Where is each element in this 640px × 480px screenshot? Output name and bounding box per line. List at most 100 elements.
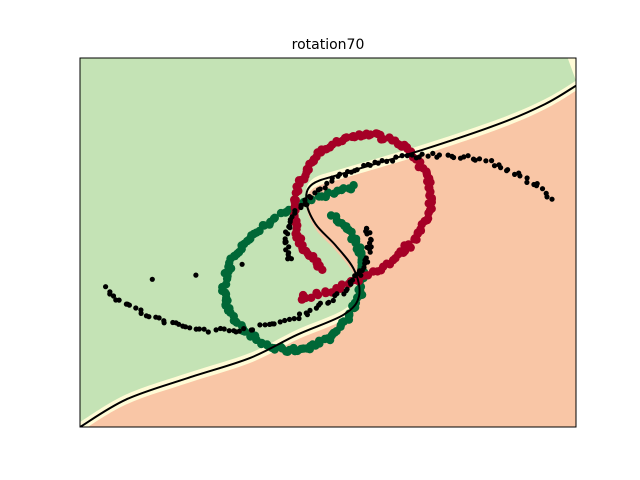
data-point [226, 328, 232, 334]
data-point [364, 226, 370, 232]
data-point [308, 195, 314, 201]
decision-boundary-line [80, 84, 576, 427]
data-point [133, 305, 139, 311]
data-point [287, 225, 293, 231]
data-point [425, 153, 431, 159]
data-point [213, 327, 219, 333]
data-point [457, 155, 464, 161]
data-point [413, 155, 419, 161]
data-point [241, 326, 247, 332]
data-point [329, 178, 335, 184]
data-point [470, 156, 477, 162]
data-point [539, 186, 546, 192]
data-point [182, 324, 189, 330]
data-point [236, 328, 242, 334]
data-point [282, 317, 288, 324]
data-point [364, 244, 370, 250]
data-point [314, 192, 324, 201]
axes-frame [79, 57, 577, 428]
data-point [257, 322, 263, 328]
data-point [110, 293, 117, 299]
data-point [511, 171, 518, 177]
data-point [196, 326, 202, 332]
data-point [349, 277, 356, 283]
data-point [298, 204, 304, 211]
data-point [330, 297, 336, 304]
data-point [277, 319, 283, 325]
data-point [324, 180, 330, 186]
data-point [193, 272, 199, 278]
orange-decision-region [87, 90, 576, 427]
data-point [276, 208, 286, 218]
data-point [138, 310, 144, 316]
data-point [285, 231, 291, 237]
data-point [296, 311, 303, 317]
data-point [404, 240, 413, 249]
data-point [291, 316, 297, 322]
data-point [524, 179, 530, 185]
series-class-2 [289, 129, 436, 304]
data-point [326, 299, 332, 305]
data-point [368, 237, 374, 243]
data-point [239, 261, 245, 267]
data-point [549, 196, 555, 202]
data-point [483, 158, 489, 164]
data-point [291, 188, 300, 197]
data-point [531, 181, 537, 188]
data-point [156, 315, 162, 321]
data-point [344, 286, 350, 292]
data-point [176, 321, 182, 327]
data-point [285, 256, 291, 262]
data-point [449, 153, 455, 159]
data-point [516, 170, 522, 176]
data-point [205, 329, 211, 335]
data-point [504, 168, 510, 174]
data-point [126, 302, 132, 308]
data-point [286, 316, 293, 322]
data-point [292, 210, 298, 216]
data-point [249, 327, 256, 333]
series-rotated [103, 150, 555, 335]
data-point [307, 307, 313, 313]
data-point [221, 326, 227, 332]
data-point [337, 280, 347, 289]
data-point [445, 152, 451, 158]
data-point [201, 326, 207, 332]
data-point [315, 187, 321, 193]
data-point [496, 162, 502, 168]
data-point [303, 310, 309, 316]
data-point [313, 290, 323, 300]
data-point [282, 240, 288, 246]
data-point [434, 154, 440, 160]
data-point [287, 219, 293, 225]
data-point [367, 230, 373, 236]
data-point [489, 158, 495, 164]
points-layer [103, 129, 555, 356]
data-point [430, 150, 436, 156]
data-point [317, 300, 323, 306]
data-point [322, 185, 328, 191]
data-point [358, 272, 364, 278]
data-point [318, 265, 327, 274]
data-point [363, 255, 369, 261]
data-point [187, 325, 193, 331]
data-point [307, 293, 316, 302]
data-point [161, 320, 167, 326]
data-point [271, 321, 277, 327]
data-point [326, 211, 336, 220]
chart-title: rotation70 [292, 37, 365, 53]
data-point [149, 276, 155, 282]
data-point [491, 163, 498, 169]
data-point [116, 297, 122, 303]
data-point [312, 190, 318, 196]
data-point [296, 315, 302, 322]
data-point [361, 264, 367, 271]
data-point [334, 291, 340, 297]
data-point [146, 314, 152, 320]
data-point [262, 322, 268, 328]
data-point [465, 153, 471, 159]
plot-area [80, 58, 576, 427]
data-point [103, 284, 109, 290]
data-point [476, 156, 483, 162]
data-point [543, 190, 549, 196]
